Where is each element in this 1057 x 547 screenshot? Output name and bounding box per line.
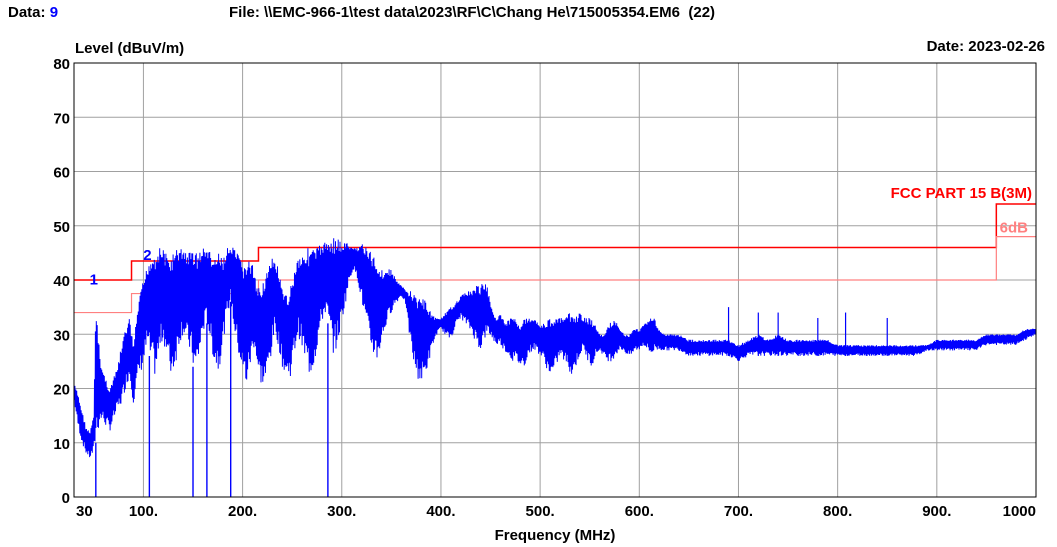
limit-lines: [74, 203, 1036, 314]
y-tick-label: 10: [53, 436, 70, 453]
data-label: Data:: [8, 4, 46, 21]
data-value: 9: [49, 4, 59, 21]
x-tick-label: 1000: [1003, 503, 1036, 520]
file-path: \\EMC-966-1\test data\2023\RF\C\Chang He…: [264, 4, 681, 21]
date-info: Date: 2023-02-26: [927, 38, 1045, 55]
y-tick-label: 40: [53, 273, 70, 290]
y-tick-label: 50: [53, 219, 70, 236]
x-tick-label: 700.: [724, 503, 753, 520]
date-value: 2023-02-26: [968, 38, 1045, 55]
fcc-limit-line: [74, 203, 1036, 281]
x-tick-label: 200.: [228, 503, 257, 520]
y-ticks: 0 10 20 30 40 50 60 70 80: [53, 56, 70, 507]
fcc-limit-label: FCC PART 15 B(3M): [891, 185, 1032, 202]
y-tick-label: 30: [53, 327, 70, 344]
y-axis-label: Level (dBuV/m): [75, 40, 184, 57]
margin-6db-label: 6dB: [1000, 220, 1029, 237]
x-tick-label: 300.: [327, 503, 356, 520]
y-tick-label: 0: [62, 490, 70, 507]
markers: 12: [90, 247, 152, 288]
x-axis-label: Frequency (MHz): [495, 527, 616, 544]
trace-line: [73, 238, 1037, 458]
y-tick-label: 60: [53, 165, 70, 182]
y-tick-label: 70: [53, 110, 70, 127]
file-index: (22): [688, 4, 716, 21]
measurement-trace: [73, 238, 1037, 497]
x-tick-label: 500.: [526, 503, 555, 520]
y-tick-label: 20: [53, 382, 70, 399]
marker-label: 2: [143, 247, 151, 264]
x-tick-label: 800.: [823, 503, 852, 520]
y-tick-label: 80: [53, 56, 70, 73]
file-label: File:: [229, 4, 260, 21]
x-tick-label: 900.: [922, 503, 951, 520]
data-number: Data: 9: [8, 4, 58, 21]
x-tick-label: 600.: [625, 503, 654, 520]
plot-frame: [73, 62, 1037, 498]
date-label: Date:: [926, 38, 965, 55]
x-tick-label: 30: [76, 503, 93, 520]
x-ticks: 30 100. 200. 300. 400. 500. 600. 700. 800. 900. 10…: [76, 503, 1036, 520]
x-tick-label: 100.: [129, 503, 158, 520]
file-info: File: \\EMC-966-1\test data\2023\RF\C\Ch…: [229, 4, 715, 21]
x-tick-label: 400.: [426, 503, 455, 520]
marker-label: 1: [90, 271, 98, 288]
limit-labels: FCC PART 15 B(3M) 6dB: [891, 185, 1032, 237]
margin-6db-line: [74, 236, 1036, 314]
